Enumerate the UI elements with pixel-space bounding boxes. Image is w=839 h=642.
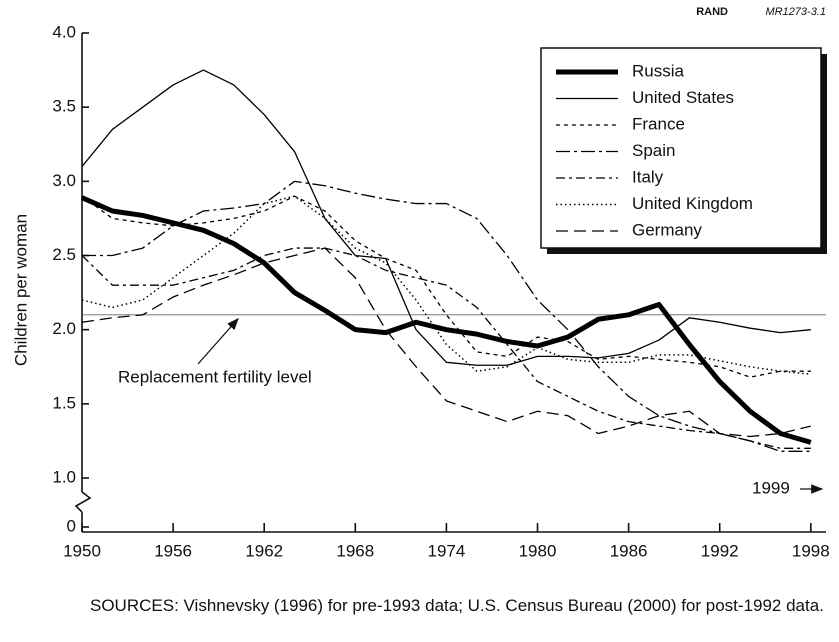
x-tick-label: 1968 xyxy=(336,541,374,560)
legend-label: Germany xyxy=(632,220,702,239)
legend-box xyxy=(540,47,822,249)
legend-label: Spain xyxy=(632,141,675,160)
reference-arrow xyxy=(197,317,239,365)
x-tick-label: 1950 xyxy=(63,541,101,560)
series-line xyxy=(82,180,811,452)
x-tick-label: 1962 xyxy=(245,541,283,560)
series-line xyxy=(81,195,811,375)
x-tick-label: 1992 xyxy=(701,541,739,560)
x-tick-label: 1986 xyxy=(610,541,648,560)
header-code: MR1273-3.1 xyxy=(765,6,826,18)
source-box: SOURCES: Vishnevsky (1996) for pre-1993 … xyxy=(90,596,824,615)
legend-label: United States xyxy=(632,88,734,107)
legend: Russia United States France Spain Italy Unite… xyxy=(540,47,827,254)
y-tick-label: 4.0 xyxy=(52,22,76,41)
series-line xyxy=(81,247,811,438)
y-tick-label: 3.5 xyxy=(52,97,76,116)
series-line xyxy=(81,69,811,366)
x-tick-label: 1998 xyxy=(792,541,830,560)
y-tick-label: 3.0 xyxy=(52,171,76,190)
y-tick-label: 0 xyxy=(67,516,76,535)
series-line xyxy=(81,195,811,378)
legend-label: United Kingdom xyxy=(632,194,753,213)
series-line xyxy=(80,195,812,445)
annotation-label: 1999 xyxy=(752,478,790,497)
y-tick-label: 2.0 xyxy=(52,319,76,338)
y-axis-label: Children per woman xyxy=(11,214,30,366)
x-tick-label: 1956 xyxy=(154,541,192,560)
legend-label: France xyxy=(632,114,685,133)
header-org: RAND xyxy=(696,6,728,18)
y-tick-label: 1.0 xyxy=(52,467,76,486)
reference-label: Replacement fertility level xyxy=(118,367,312,386)
legend-label: Russia xyxy=(632,61,685,80)
y-tick-label: 2.5 xyxy=(52,245,76,264)
x-tick-label: 1980 xyxy=(519,541,557,560)
source-note: SOURCES: Vishnevsky (1996) for pre-1993 … xyxy=(90,596,824,615)
series-line xyxy=(81,247,811,449)
x-tick-label: 1974 xyxy=(427,541,465,560)
legend-label: Italy xyxy=(632,167,664,186)
axis-break xyxy=(74,491,92,513)
y-tick-label: 1.5 xyxy=(52,393,76,412)
